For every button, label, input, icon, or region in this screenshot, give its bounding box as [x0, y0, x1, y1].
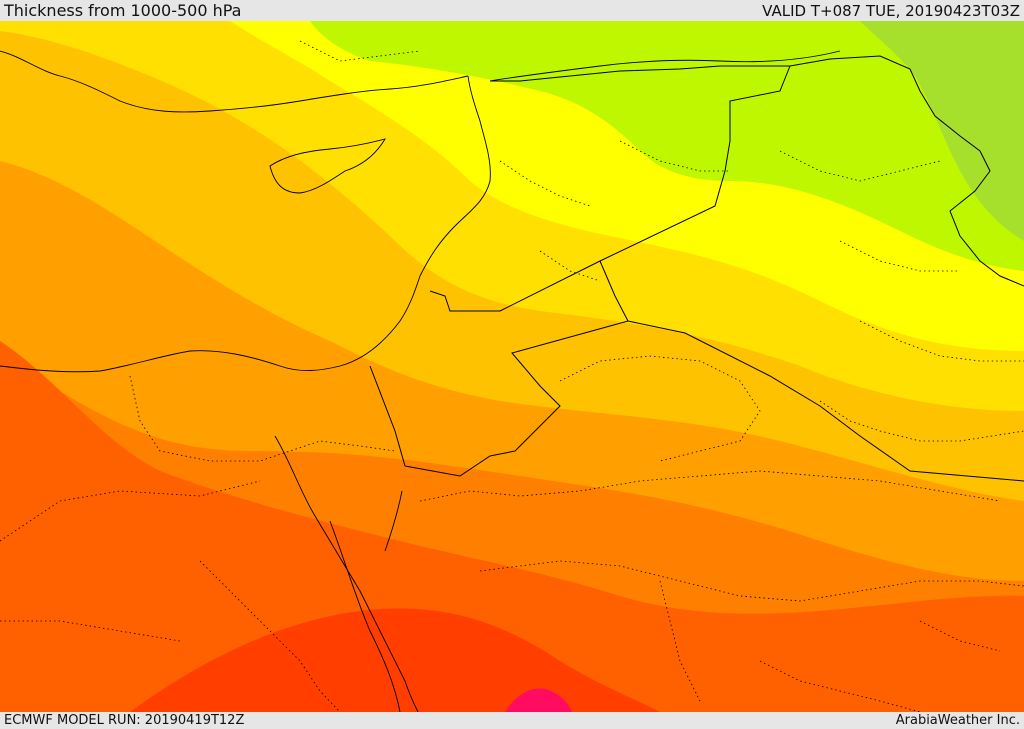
credit-label: ArabiaWeather Inc. [895, 713, 1020, 728]
map-footer: ECMWF MODEL RUN: 20190419T12Z ArabiaWeat… [0, 712, 1024, 729]
weather-map[interactable] [0, 21, 1024, 712]
map-title: Thickness from 1000-500 hPa [4, 1, 242, 20]
valid-time-label: VALID T+087 TUE, 20190423T03Z [762, 2, 1020, 20]
thickness-field [0, 21, 1024, 712]
band-ff6000 [0, 341, 1024, 712]
national-borders [369, 55, 1024, 482]
model-run-label: ECMWF MODEL RUN: 20190419T12Z [4, 713, 245, 728]
admin-boundaries [0, 40, 1024, 712]
band-a6e02c [860, 21, 1024, 241]
band-ff0b60 [505, 688, 572, 712]
band-bff700 [310, 21, 1024, 271]
coastlines [0, 50, 841, 712]
map-header: Thickness from 1000-500 hPa VALID T+087 … [0, 0, 1024, 21]
